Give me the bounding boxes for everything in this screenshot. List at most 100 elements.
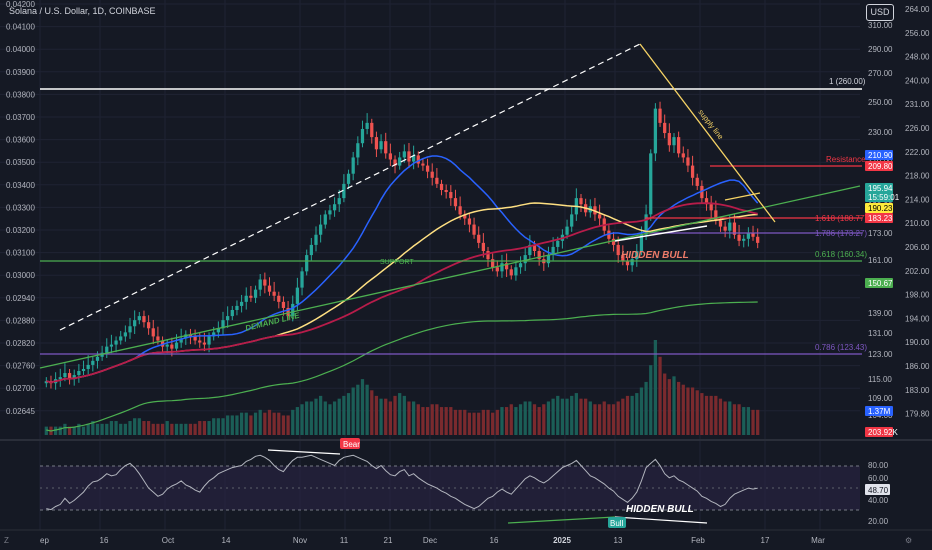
volume-bar bbox=[300, 404, 304, 435]
left-scale-label: 0.03500 bbox=[6, 158, 35, 167]
left-scale-label: 0.03900 bbox=[6, 68, 35, 77]
right-scale-mid-label: 270.00 bbox=[868, 69, 893, 78]
ma-200-line bbox=[46, 301, 758, 432]
volume-bar bbox=[309, 401, 313, 435]
volume-bar bbox=[188, 423, 193, 435]
candle-body bbox=[81, 368, 86, 372]
candle-body bbox=[346, 173, 351, 184]
volume-bar bbox=[277, 412, 281, 435]
volume-bar bbox=[579, 398, 583, 435]
volume-bar bbox=[184, 423, 188, 435]
time-axis-label: 11 bbox=[340, 536, 349, 545]
left-scale-label: 0.02700 bbox=[6, 384, 35, 393]
volume-bar bbox=[230, 415, 234, 435]
volume-bar bbox=[690, 387, 695, 435]
price-tag: 209.80 bbox=[868, 162, 893, 171]
volume-bar bbox=[398, 393, 402, 435]
price-tag-bg bbox=[865, 278, 893, 288]
candle-body bbox=[286, 307, 290, 317]
candle-body bbox=[170, 344, 174, 349]
candle-body bbox=[300, 271, 304, 288]
levels: 1 (260.00) Resistance 1.618 (180.77) 1.786 … bbox=[40, 77, 867, 355]
volume-bar bbox=[384, 398, 388, 435]
volume-bar bbox=[751, 409, 755, 435]
volume-bar bbox=[667, 379, 671, 435]
right-scale-outer-label: 222.00 bbox=[905, 148, 930, 157]
bear-tag-bg bbox=[340, 438, 360, 449]
volume-bar bbox=[593, 404, 597, 435]
volume-bars bbox=[44, 340, 760, 435]
volume-bar bbox=[72, 426, 76, 435]
time-axis-label: 21 bbox=[384, 536, 393, 545]
volume-bar bbox=[663, 373, 667, 435]
demand-line-label: DEMAND LINE bbox=[244, 311, 301, 333]
price-tag: 1.37M bbox=[868, 407, 891, 416]
candle-body bbox=[681, 153, 685, 158]
candle-body bbox=[351, 157, 355, 174]
candle-body bbox=[179, 338, 183, 343]
volume-bar bbox=[244, 412, 248, 435]
logo-icon[interactable]: Z bbox=[4, 536, 9, 545]
candle-body bbox=[690, 165, 695, 178]
price-tag: 190.23 bbox=[868, 204, 893, 213]
volume-bar bbox=[235, 415, 239, 435]
volume-bar bbox=[630, 395, 634, 435]
candle-body bbox=[616, 244, 620, 256]
candle-body bbox=[188, 334, 193, 337]
volume-bar bbox=[281, 415, 286, 435]
volume-bar bbox=[728, 401, 732, 435]
volume-bar bbox=[202, 421, 207, 435]
rsi-bear-divergence bbox=[267, 449, 341, 455]
volume-bar bbox=[105, 423, 109, 435]
volume-bar bbox=[146, 421, 151, 435]
candle-body bbox=[253, 289, 258, 298]
candle-body bbox=[421, 163, 425, 166]
candle-body bbox=[235, 305, 239, 310]
candle-body bbox=[226, 316, 230, 321]
candle-body bbox=[402, 151, 406, 158]
candle-body bbox=[458, 206, 462, 215]
left-scale-label: 0.02940 bbox=[6, 294, 35, 303]
candle-body bbox=[295, 287, 300, 304]
rsi-value-tag: 48.70 bbox=[868, 486, 889, 495]
candle-body bbox=[509, 269, 513, 276]
left-scale-label: 0.04200 bbox=[6, 0, 35, 9]
left-scale-label: 0.03700 bbox=[6, 113, 35, 122]
currency-button[interactable]: USD bbox=[866, 4, 894, 21]
settings-gear-icon[interactable]: ⚙ bbox=[905, 536, 913, 545]
rsi-hidden-bull-line bbox=[614, 516, 708, 524]
candle-body bbox=[709, 204, 713, 211]
candle-body bbox=[160, 340, 165, 347]
volume-bar bbox=[351, 387, 355, 435]
left-scale-label: 0.02645 bbox=[6, 407, 35, 416]
candle-body bbox=[625, 261, 630, 266]
candle-body bbox=[258, 279, 262, 290]
volume-bar bbox=[449, 407, 453, 435]
volume-bar bbox=[95, 423, 100, 435]
volume-bar bbox=[67, 426, 72, 435]
candle-body bbox=[216, 328, 220, 333]
candle-body bbox=[184, 334, 188, 339]
volume-bar bbox=[737, 404, 741, 435]
volume-bar bbox=[700, 393, 704, 435]
candle-body bbox=[607, 230, 611, 239]
candle-body bbox=[532, 244, 537, 252]
candle-body bbox=[272, 291, 276, 296]
price-tag-bg bbox=[865, 427, 893, 437]
dashed-trendline bbox=[59, 43, 641, 331]
volume-bar bbox=[574, 393, 578, 435]
volume-bar bbox=[77, 423, 81, 435]
volume-bar bbox=[216, 418, 220, 435]
volume-bar bbox=[523, 401, 527, 435]
candle-body bbox=[291, 303, 295, 317]
volume-bar bbox=[425, 407, 430, 435]
volume-bar bbox=[114, 421, 118, 435]
candle-body bbox=[677, 137, 681, 154]
volume-bar bbox=[565, 398, 569, 435]
time-axis-label: 2025 bbox=[553, 536, 571, 545]
price-tag: 195.94 bbox=[868, 184, 893, 193]
volume-bar bbox=[709, 395, 713, 435]
candle-body bbox=[551, 246, 555, 256]
candle-body bbox=[239, 301, 244, 306]
